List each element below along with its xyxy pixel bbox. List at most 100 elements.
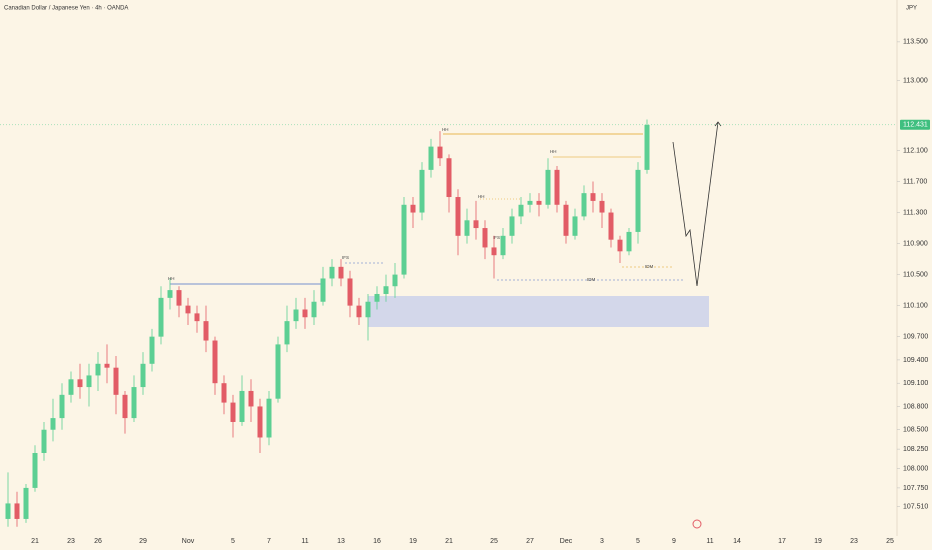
candle-body <box>185 305 191 314</box>
x-tick-label: 5 <box>231 538 235 545</box>
candle-body <box>518 204 524 217</box>
x-tick-label: Dec <box>560 538 573 545</box>
x-tick-label: 23 <box>850 538 858 545</box>
candle-body <box>50 418 56 430</box>
y-tick-label: 108.000 <box>903 465 928 472</box>
candle-body <box>383 286 389 294</box>
x-tick-label: 16 <box>373 538 381 545</box>
event-icon[interactable] <box>692 519 702 529</box>
x-tick-label: 19 <box>409 538 417 545</box>
annotation: HH <box>168 276 175 281</box>
candle-body <box>59 394 65 419</box>
candle-body <box>446 158 452 198</box>
candle-body <box>527 200 533 205</box>
y-tick-label: 110.100 <box>903 302 928 309</box>
candle-body <box>149 336 155 364</box>
annotation: HH <box>442 127 449 132</box>
annotation: IFS <box>493 235 500 240</box>
candle-body <box>617 239 623 252</box>
y-tick-label: 110.900 <box>903 240 928 247</box>
annotation: HH <box>550 149 557 154</box>
candle-body <box>86 375 92 388</box>
candle-body <box>122 394 128 419</box>
x-tick-label: 21 <box>31 538 39 545</box>
candle-body <box>284 321 290 345</box>
x-tick-label: 17 <box>778 538 786 545</box>
candle-body <box>230 402 236 422</box>
candle-body <box>5 503 11 519</box>
candle-body <box>455 197 461 236</box>
annotation: IDM <box>587 277 596 282</box>
candle-body <box>329 266 335 279</box>
x-tick-label: 19 <box>814 538 822 545</box>
y-tick-label: 107.510 <box>903 503 928 510</box>
candle-body <box>302 309 308 318</box>
candle-body <box>311 301 317 318</box>
annotation: HH <box>478 194 485 199</box>
candle-body <box>581 193 587 217</box>
candle-body <box>626 231 632 252</box>
candle-body <box>293 309 299 322</box>
candle-body <box>635 169 641 232</box>
y-tick-label: 107.750 <box>903 485 928 492</box>
y-tick-label: 108.500 <box>903 427 928 434</box>
x-tick-label: 27 <box>526 538 534 545</box>
candle-body <box>410 204 416 213</box>
candle-body <box>140 363 146 388</box>
candle-body <box>194 313 200 322</box>
x-tick-label: 9 <box>672 538 676 545</box>
y-tick-label: 112.100 <box>903 147 928 154</box>
projection-path <box>672 121 719 287</box>
candle-body <box>77 379 83 388</box>
candle-body <box>221 383 227 403</box>
x-tick-label: 26 <box>94 538 102 545</box>
last-price-label: 112.431 <box>903 122 928 129</box>
candle-body <box>257 406 263 438</box>
candle-body <box>275 344 281 399</box>
annotation: IDM <box>645 264 654 269</box>
y-tick-label: 113.500 <box>903 39 928 46</box>
candle-body <box>599 200 605 213</box>
candle-body <box>401 204 407 275</box>
candle-body <box>113 367 119 395</box>
y-tick-label: 111.700 <box>903 178 927 185</box>
candle-body <box>419 169 425 213</box>
candle-body <box>95 363 101 376</box>
candle-body <box>347 278 353 306</box>
x-tick-label: 14 <box>733 538 741 545</box>
x-tick-label: 5 <box>636 538 640 545</box>
candle-body <box>500 235 506 256</box>
candle-body <box>392 274 398 287</box>
candle-body <box>23 487 29 519</box>
x-tick-label: 13 <box>337 538 345 545</box>
y-tick-label: 110.500 <box>903 271 928 278</box>
candle-body <box>365 301 371 318</box>
candle-body <box>509 216 515 236</box>
candle-body <box>608 212 614 240</box>
candle-body <box>212 340 218 384</box>
y-tick-label: 109.700 <box>903 333 928 340</box>
candle-body <box>131 387 137 419</box>
last-price-box <box>900 119 930 130</box>
candle-body <box>482 228 488 248</box>
x-tick-label: 3 <box>600 538 604 545</box>
x-tick-label: 29 <box>139 538 147 545</box>
y-tick-label: 113.000 <box>903 78 928 85</box>
y-tick-label: 111.300 <box>903 209 927 216</box>
x-tick-label: 23 <box>67 538 75 545</box>
y-tick-label: 108.800 <box>903 403 928 410</box>
candle-body <box>473 220 479 229</box>
candle-body <box>32 453 38 488</box>
y-tick-label: 109.400 <box>903 357 928 364</box>
candle-body <box>239 390 245 422</box>
candle-body <box>266 398 272 438</box>
demand-zone <box>368 296 709 327</box>
candle-body <box>320 278 326 302</box>
candle-body <box>563 204 569 236</box>
x-tick-label: 7 <box>267 538 271 545</box>
currency-label: JPY <box>906 6 917 12</box>
annotation: IFS <box>342 255 349 260</box>
y-tick-label: 108.250 <box>903 446 928 453</box>
candle-body <box>68 379 74 395</box>
